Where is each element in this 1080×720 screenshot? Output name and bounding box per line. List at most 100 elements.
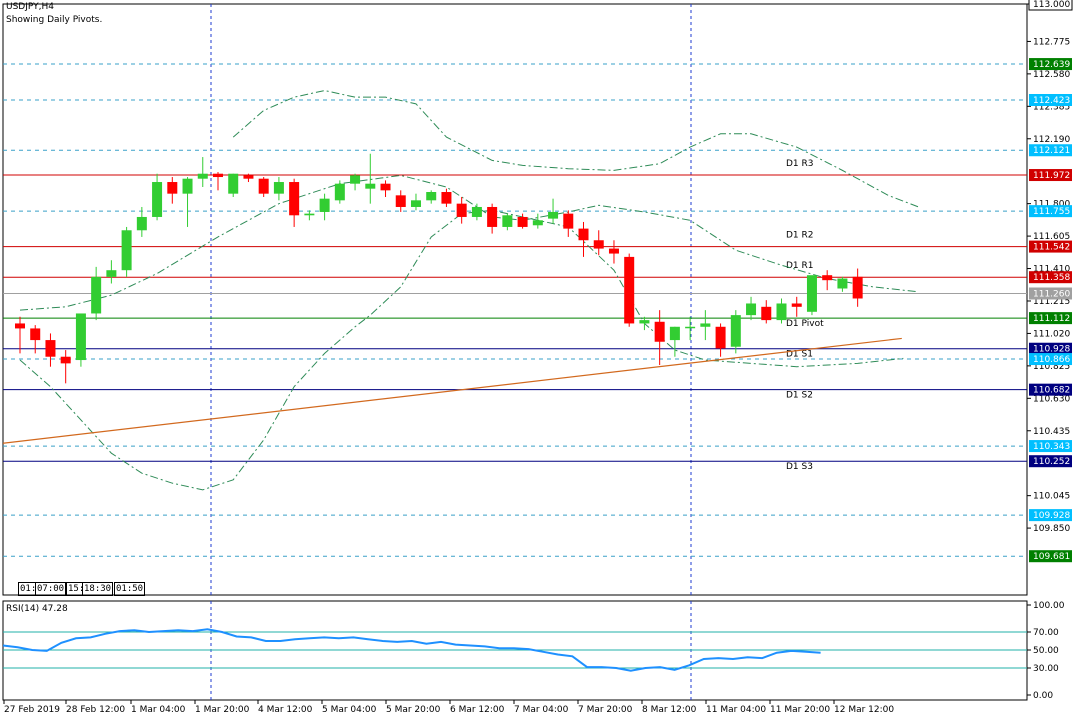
candle-body: [365, 183, 376, 189]
candle-body: [654, 321, 665, 342]
price-label-text: 110.252: [1033, 457, 1070, 467]
candle-body: [593, 240, 604, 249]
price-label-box: [1028, 0, 1073, 11]
price-label-text: 110.343: [1033, 442, 1070, 452]
candle-body: [273, 182, 284, 194]
pivot-level-label: D1 S1: [786, 350, 813, 360]
candle-body: [289, 182, 300, 216]
price-axis-label: 109.850: [1033, 524, 1070, 534]
time-axis-label: 4 Mar 12:00: [258, 705, 313, 715]
chart-symbol: USDJPY,H4: [6, 2, 54, 12]
candle-body: [197, 173, 208, 179]
candle-body: [502, 215, 513, 227]
price-axis-label: 110.630: [1033, 394, 1070, 404]
price-axis-label: 112.190: [1033, 135, 1070, 145]
price-axis-label: 111.410: [1033, 265, 1070, 275]
price-label-text: 111.112: [1033, 314, 1070, 324]
candle-body: [532, 220, 543, 226]
price-label-text: 111.972: [1033, 171, 1070, 181]
candle-body: [517, 216, 528, 227]
price-label-box: [1029, 271, 1072, 284]
rsi-axis-label: 50.00: [1033, 646, 1059, 656]
price-label-text: 112.121: [1033, 146, 1070, 156]
price-label-text: 111.358: [1033, 273, 1070, 283]
price-label-text: 110.928: [1033, 345, 1070, 355]
price-label-box: [1029, 169, 1072, 182]
candle-body: [258, 178, 269, 194]
price-label-text: 109.681: [1033, 552, 1070, 562]
pivot-level-label: D1 S3: [786, 462, 813, 472]
price-axis-label: 111.605: [1033, 232, 1070, 242]
candle-body: [608, 248, 619, 254]
candle-body: [152, 182, 163, 217]
time-axis-label: 8 Mar 12:00: [642, 705, 697, 715]
price-label-text: 112.639: [1033, 60, 1070, 70]
price-axis-label: 111.020: [1033, 329, 1070, 339]
time-axis-label: 27 Feb 2019: [4, 705, 60, 715]
trend-line: [2, 337, 902, 444]
pivot-level-label: D1 S2: [786, 391, 813, 401]
price-pane-frame: [2, 3, 1028, 596]
candle-body: [791, 303, 802, 307]
price-label-text: 111.542: [1033, 243, 1070, 253]
price-label-box: [1029, 93, 1072, 106]
rsi-axis-label: 70.00: [1033, 628, 1059, 638]
price-label-text: 109.928: [1033, 511, 1070, 521]
candle-body: [548, 211, 559, 219]
candle-body: [75, 313, 86, 361]
pivot-level-label: D1 R3: [786, 159, 814, 169]
candle-body: [761, 306, 772, 321]
candle-body: [456, 203, 467, 217]
candle-body: [15, 323, 25, 329]
pivot-level-label: D1 Pivot: [786, 319, 824, 329]
rsi-axis-label: 0.00: [1033, 691, 1053, 701]
price-axis-label: 112.775: [1033, 37, 1070, 47]
price-label-box: [1029, 353, 1072, 366]
time-axis-label: 11 Mar 20:00: [770, 705, 830, 715]
price-label-box: [1029, 455, 1072, 468]
candle-body: [212, 173, 223, 178]
price-label-text: 111.260: [1033, 289, 1070, 299]
candle-body: [30, 328, 41, 341]
candle-body: [182, 178, 193, 194]
price-label-box: [1029, 144, 1072, 157]
pivot-level-label: D1 R1: [786, 261, 814, 271]
candle-body: [91, 276, 102, 314]
candle-body: [639, 320, 650, 324]
candle-body: [715, 326, 726, 349]
price-label-box: [1029, 342, 1072, 355]
price-label-text: 112.423: [1033, 96, 1070, 106]
candle-body: [395, 195, 406, 207]
price-axis-label: 111.800: [1033, 200, 1070, 210]
price-axis-label: 110.825: [1033, 362, 1070, 372]
candle-body: [350, 175, 361, 184]
candle-body: [578, 228, 589, 241]
candle-body: [730, 315, 741, 347]
candle-body: [243, 175, 254, 179]
price-axis-label: 110.435: [1033, 427, 1070, 437]
price-label-box: [1029, 205, 1072, 218]
bollinger-lower-band: [19, 209, 904, 491]
bollinger-upper-band: [232, 90, 919, 208]
candle-body: [822, 275, 833, 281]
candle-body: [167, 182, 178, 194]
candle-body: [136, 216, 147, 231]
rsi-line: [2, 628, 821, 672]
rsi-axis-label: 100.00: [1033, 601, 1065, 611]
candle-body: [45, 340, 56, 357]
time-axis-label: 7 Mar 20:00: [578, 705, 633, 715]
candle-body: [852, 276, 863, 299]
candle-body: [746, 303, 757, 316]
candle-body: [319, 198, 330, 212]
candle-body: [685, 326, 696, 329]
time-axis-label: 28 Feb 12:00: [66, 705, 125, 715]
candle-body: [410, 200, 421, 207]
rsi-title: RSI(14) 47.28: [6, 604, 68, 614]
time-axis-label: 1 Mar 20:00: [195, 705, 250, 715]
time-axis-label: 6 Mar 12:00: [450, 705, 505, 715]
price-axis-label: 112.385: [1033, 102, 1070, 112]
price-label-text: 110.682: [1033, 386, 1070, 396]
pivot-level-label: D1 R2: [786, 231, 814, 241]
candle-body: [228, 173, 239, 194]
